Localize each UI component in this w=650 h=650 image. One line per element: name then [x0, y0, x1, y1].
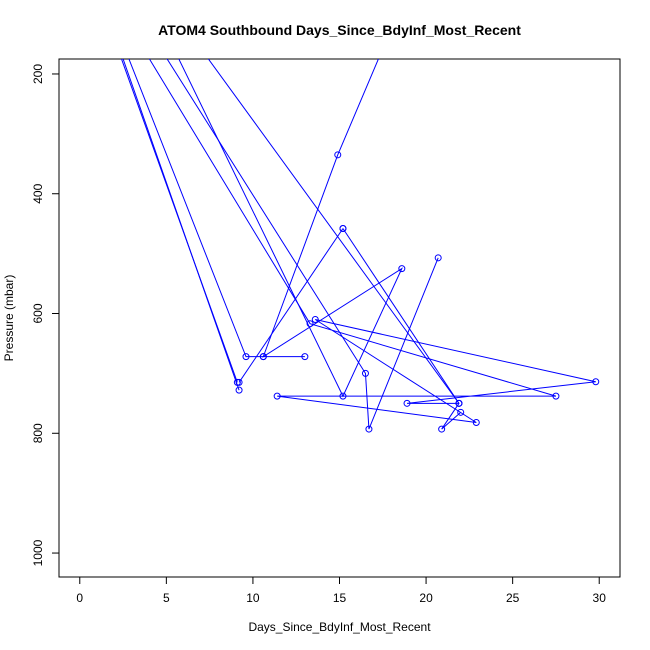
- series-9: [235, 224, 347, 386]
- x-tick-label: 30: [593, 591, 607, 605]
- y-tick-label: 1000: [31, 539, 45, 566]
- data-point: [334, 151, 342, 159]
- y-axis-label: Pressure (mbar): [2, 275, 16, 362]
- series-4: [148, 59, 600, 426]
- data-point: [242, 353, 250, 361]
- series-line: [148, 59, 596, 423]
- chart-title: ATOM4 Southbound Days_Since_BdyInf_Most_…: [158, 22, 521, 38]
- x-tick-label: 20: [419, 591, 433, 605]
- series-5: [166, 59, 442, 433]
- data-point: [552, 392, 560, 400]
- data-point: [301, 353, 309, 361]
- x-tick-label: 10: [246, 591, 260, 605]
- data-point: [339, 392, 347, 400]
- data-series-group: [120, 59, 600, 433]
- data-point: [472, 418, 480, 426]
- data-point: [592, 378, 600, 386]
- x-axis-label: Days_Since_BdyInf_Most_Recent: [248, 620, 431, 634]
- y-tick-label: 800: [31, 423, 45, 443]
- data-point: [398, 265, 406, 273]
- series-line: [128, 59, 305, 358]
- series-line: [342, 228, 460, 404]
- y-tick-label: 200: [31, 64, 45, 84]
- data-point: [361, 369, 369, 377]
- series-line: [122, 59, 240, 391]
- series-line: [207, 59, 462, 430]
- x-tick-label: 15: [333, 591, 347, 605]
- data-point: [259, 353, 267, 361]
- data-point: [438, 425, 446, 433]
- y-axis: 200 400 600 800 1000: [31, 64, 60, 566]
- x-tick-label: 25: [506, 591, 520, 605]
- x-axis: 0 5 10 15 20 25 30: [76, 576, 607, 605]
- data-point: [455, 399, 463, 407]
- series-line: [178, 59, 403, 398]
- data-point: [457, 408, 465, 416]
- y-tick-label: 600: [31, 303, 45, 323]
- series-line: [238, 228, 344, 383]
- y-tick-label: 400: [31, 183, 45, 203]
- data-point: [403, 399, 411, 407]
- data-point: [235, 386, 243, 394]
- data-point: [339, 224, 347, 232]
- series-6: [178, 59, 406, 400]
- data-point: [273, 392, 281, 400]
- data-point: [434, 254, 442, 262]
- data-point: [235, 378, 243, 386]
- x-tick-label: 5: [163, 591, 170, 605]
- series-2: [122, 59, 243, 394]
- series-line: [166, 59, 439, 430]
- data-point: [311, 315, 319, 323]
- x-tick-label: 0: [76, 591, 83, 605]
- data-point: [365, 425, 373, 433]
